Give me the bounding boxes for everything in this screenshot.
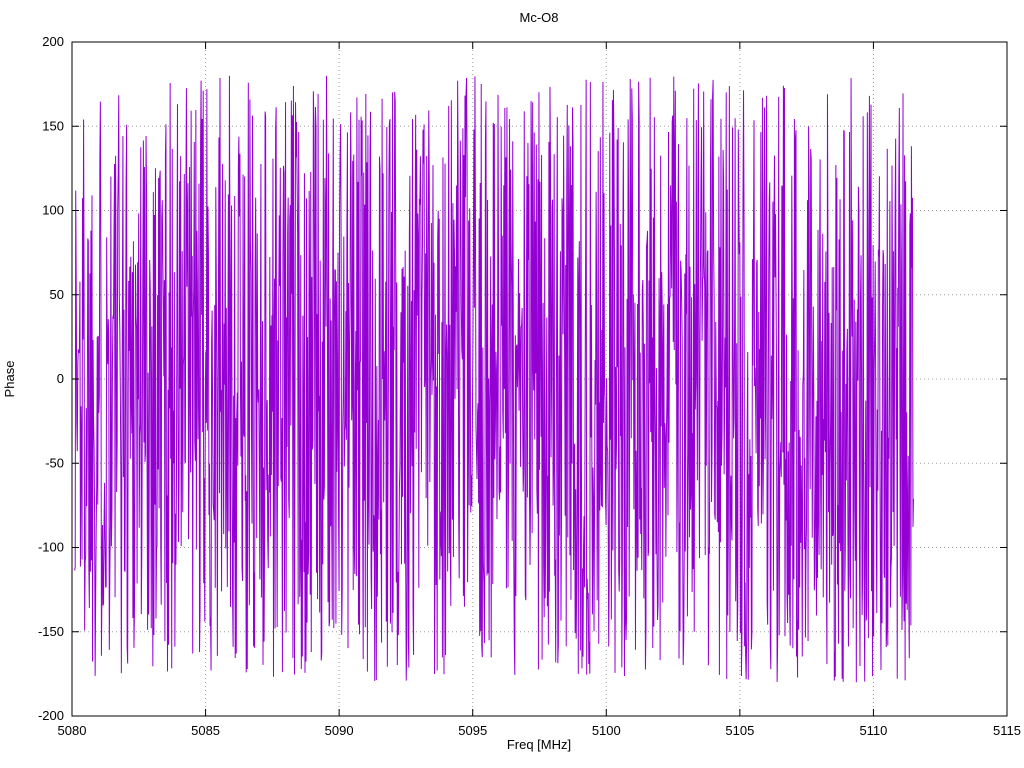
phase-series-line	[74, 75, 914, 683]
y-tick-label: 150	[42, 118, 64, 133]
x-axis-label: Freq [MHz]	[507, 737, 571, 752]
y-tick-label: -100	[38, 540, 64, 555]
data-series	[74, 75, 914, 683]
x-tick-label: 5115	[993, 723, 1021, 738]
y-axis-label: Phase	[2, 361, 17, 398]
x-tick-label: 5100	[592, 723, 621, 738]
x-tick-label: 5090	[325, 723, 354, 738]
x-tick-label: 5080	[58, 723, 87, 738]
tick-labels: 5080 5085 5090 5095 5100 5105 5110 5115 -200 -150…	[38, 34, 1021, 738]
y-tick-label: -150	[38, 624, 64, 639]
y-tick-label: 50	[50, 287, 64, 302]
y-tick-label: -200	[38, 708, 64, 723]
y-tick-label: 200	[42, 34, 64, 49]
y-tick-label: 0	[57, 371, 64, 386]
tick-marks	[71, 41, 1008, 717]
y-tick-label: 100	[42, 203, 64, 218]
y-tick-label: -50	[45, 455, 64, 470]
x-tick-label: 5095	[458, 723, 487, 738]
x-tick-label: 5085	[191, 723, 220, 738]
x-tick-label: 5110	[859, 723, 887, 738]
x-tick-label: 5105	[725, 723, 754, 738]
chart-title: Mc-O8	[520, 10, 559, 25]
